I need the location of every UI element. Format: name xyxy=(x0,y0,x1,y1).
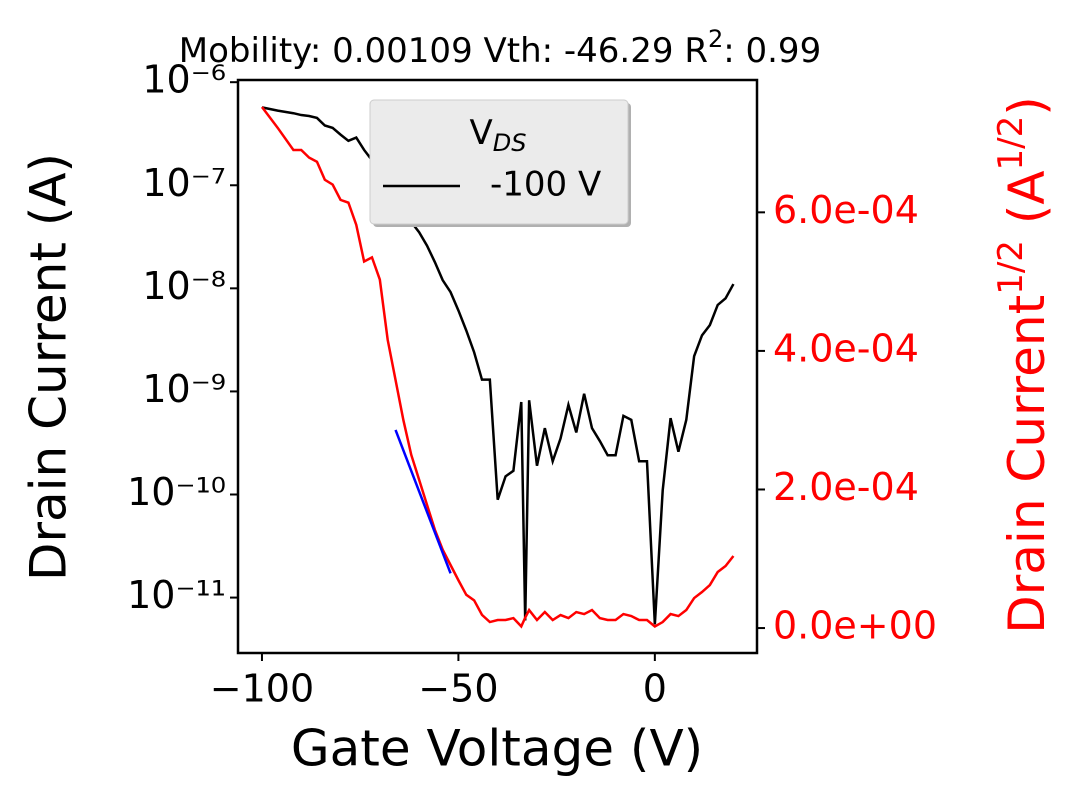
y2-tick-label: 4.0e-04 xyxy=(773,326,919,370)
y2-label-superscript: 1/2 xyxy=(991,116,1031,171)
legend: VDS -100 V xyxy=(369,99,631,227)
y2-tick-label: 6.0e-04 xyxy=(773,188,919,232)
legend-label: -100 V xyxy=(490,165,601,205)
legend-box xyxy=(369,99,629,225)
y2-tick-label: 0.0e+00 xyxy=(773,604,937,648)
y-tick-label: 10⁻¹¹ xyxy=(127,573,226,617)
y-tick-label: 10⁻⁶ xyxy=(142,58,226,102)
title-part: Mobility: 0.00109 Vth: -46.29 R xyxy=(179,31,708,71)
legend-title-part: V xyxy=(470,113,493,153)
x-tick-label: −100 xyxy=(210,667,314,711)
x-axis-label: Gate Voltage (V) xyxy=(291,720,703,778)
y2-label-part: (A xyxy=(998,170,1056,240)
x-tick-label: −50 xyxy=(418,667,498,711)
y2-label-superscript: 1/2 xyxy=(991,240,1031,295)
series-line xyxy=(261,106,735,625)
plot-area xyxy=(260,106,735,629)
y2-label-part: ) xyxy=(998,96,1056,116)
y-tick-label: 10⁻⁹ xyxy=(142,367,226,411)
legend-title-subscript: DS xyxy=(493,129,527,157)
y-tick-label: 10⁻⁷ xyxy=(142,161,226,205)
y2-axis-label: Drain Current1/2 (A1/2) xyxy=(991,96,1056,634)
series-line xyxy=(394,429,452,574)
y2-label-part: Drain Current xyxy=(998,295,1056,634)
y-axis-label: Drain Current (A) xyxy=(20,153,78,581)
legend-title: VDS xyxy=(470,113,527,158)
chart-title: Mobility: 0.00109 Vth: -46.29 R2: 0.99 xyxy=(179,25,821,71)
x-tick-label: 0 xyxy=(643,667,667,711)
y2-tick-label: 2.0e-04 xyxy=(773,465,919,509)
axes-frame xyxy=(236,78,759,655)
title-superscript: 2 xyxy=(708,25,723,53)
y-tick-label: 10⁻¹⁰ xyxy=(127,470,226,514)
y-tick-label: 10⁻⁸ xyxy=(142,264,226,308)
title-part: : 0.99 xyxy=(723,31,821,71)
series-line xyxy=(260,106,735,629)
